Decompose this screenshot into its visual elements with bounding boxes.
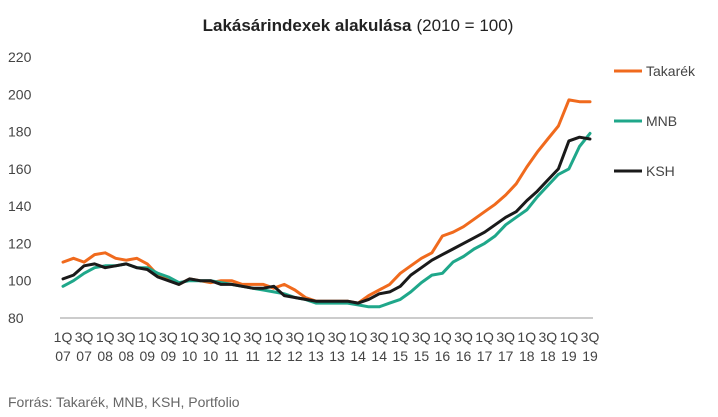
x-tick-label: 1Q 11 xyxy=(222,329,241,364)
x-tick-label: 1Q 18 xyxy=(517,329,536,364)
y-tick-label: 220 xyxy=(8,49,32,65)
x-tick-label: 1Q 17 xyxy=(475,329,494,364)
x-tick-label: 1Q 10 xyxy=(180,329,199,364)
y-tick-label: 200 xyxy=(8,86,32,102)
y-axis: 80 100 120 140 160 180 200 220 xyxy=(8,49,32,326)
series-line xyxy=(61,135,592,305)
y-tick-label: 180 xyxy=(8,124,32,140)
y-tick-label: 120 xyxy=(8,235,32,251)
x-tick-label: 3Q 19 xyxy=(581,329,600,364)
legend-label: Takarék xyxy=(646,63,696,79)
series-line xyxy=(61,131,592,309)
x-tick-label: 1Q 15 xyxy=(391,329,410,364)
series-lines xyxy=(61,98,592,309)
legend-label: KSH xyxy=(646,163,675,179)
x-tick-label: 3Q 18 xyxy=(538,329,557,364)
y-tick-label: 80 xyxy=(8,310,24,326)
chart-title: Lakásárindexek alakulása (2010 = 100) xyxy=(203,16,514,35)
y-tick-label: 140 xyxy=(8,198,32,214)
x-tick-label: 3Q 16 xyxy=(454,329,473,364)
x-tick-label: 3Q 09 xyxy=(159,329,178,364)
x-tick-label: 3Q 17 xyxy=(496,329,515,364)
x-tick-label: 1Q 08 xyxy=(96,329,115,364)
source-note: Forrás: Takarék, MNB, KSH, Portfolio xyxy=(8,394,240,410)
y-tick-label: 160 xyxy=(8,161,32,177)
x-tick-label: 1Q 14 xyxy=(349,329,368,364)
legend-label: MNB xyxy=(646,113,677,129)
x-tick-label: 3Q 08 xyxy=(117,329,136,364)
x-tick-label: 3Q 07 xyxy=(75,329,94,364)
x-tick-label: 1Q 12 xyxy=(264,329,283,364)
x-tick-label: 3Q 13 xyxy=(328,329,347,364)
x-tick-label: 3Q 15 xyxy=(412,329,431,364)
x-tick-label: 3Q 10 xyxy=(201,329,220,364)
x-tick-label: 3Q 12 xyxy=(286,329,305,364)
x-tick-label: 1Q 19 xyxy=(560,329,579,364)
x-tick-label: 3Q 11 xyxy=(243,329,262,364)
x-tick-label: 1Q 13 xyxy=(307,329,326,364)
x-tick-label: 1Q 07 xyxy=(54,329,73,364)
legend: Takarék MNB KSH xyxy=(614,63,696,179)
x-tick-label: 1Q 09 xyxy=(138,329,157,364)
series-line xyxy=(61,98,592,305)
x-tick-label: 1Q 16 xyxy=(433,329,452,364)
y-tick-label: 100 xyxy=(8,273,32,289)
x-tick-label: 3Q 14 xyxy=(370,329,389,364)
